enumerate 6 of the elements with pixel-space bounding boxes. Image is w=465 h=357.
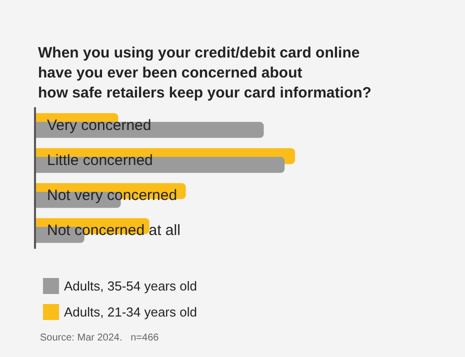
legend-label: Adults, 35-54 years old <box>64 278 197 294</box>
y-tick-label: Little concerned <box>47 152 153 169</box>
legend-label: Adults, 21-34 years old <box>64 304 197 320</box>
y-tick-label: Very concerned <box>47 117 152 134</box>
chart-title: When you using your credit/debit card online have you ever been concerned about how safe retailers keep your card information? <box>38 44 372 102</box>
source-note: Source: Mar 2024. n=466 <box>40 332 160 344</box>
